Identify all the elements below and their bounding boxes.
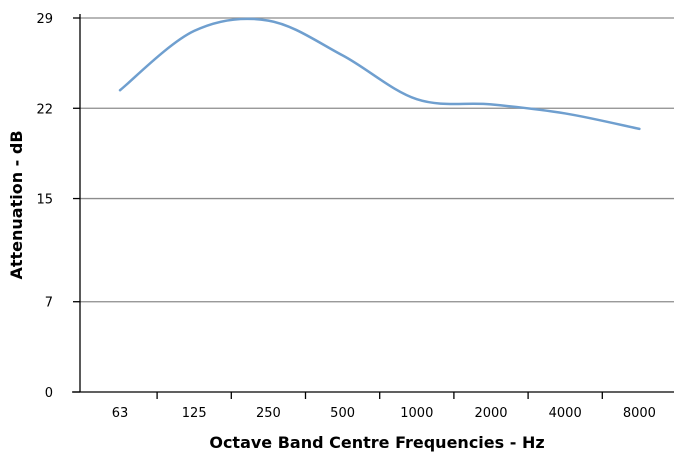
x-tick-label: 2000 <box>474 406 507 421</box>
x-tick-label: 8000 <box>623 406 656 421</box>
grid-lines <box>80 17 674 303</box>
axes <box>72 14 674 399</box>
y-tick-label: 29 <box>36 12 53 27</box>
x-tick-label: 125 <box>182 406 207 421</box>
y-tick-label: 22 <box>36 102 53 117</box>
y-tick-label: 7 <box>45 296 53 311</box>
series-layer <box>118 17 641 131</box>
y-tick-labels: 0 7 15 22 29 <box>36 12 53 401</box>
y-axis-title: Attenuation - dB <box>7 130 26 279</box>
y-tick-label: 0 <box>45 386 53 401</box>
x-tick-label: 4000 <box>549 406 582 421</box>
x-tick-label: 1000 <box>400 406 433 421</box>
attenuation-series-line <box>118 17 641 131</box>
x-tick-label: 500 <box>330 406 355 421</box>
x-tick-labels: 63 125 250 500 1000 2000 4000 8000 <box>112 406 656 421</box>
x-tick-label: 63 <box>112 406 129 421</box>
x-tick-label: 250 <box>256 406 281 421</box>
y-tick-label: 15 <box>36 193 53 208</box>
x-axis-title: Octave Band Centre Frequencies - Hz <box>209 433 544 452</box>
